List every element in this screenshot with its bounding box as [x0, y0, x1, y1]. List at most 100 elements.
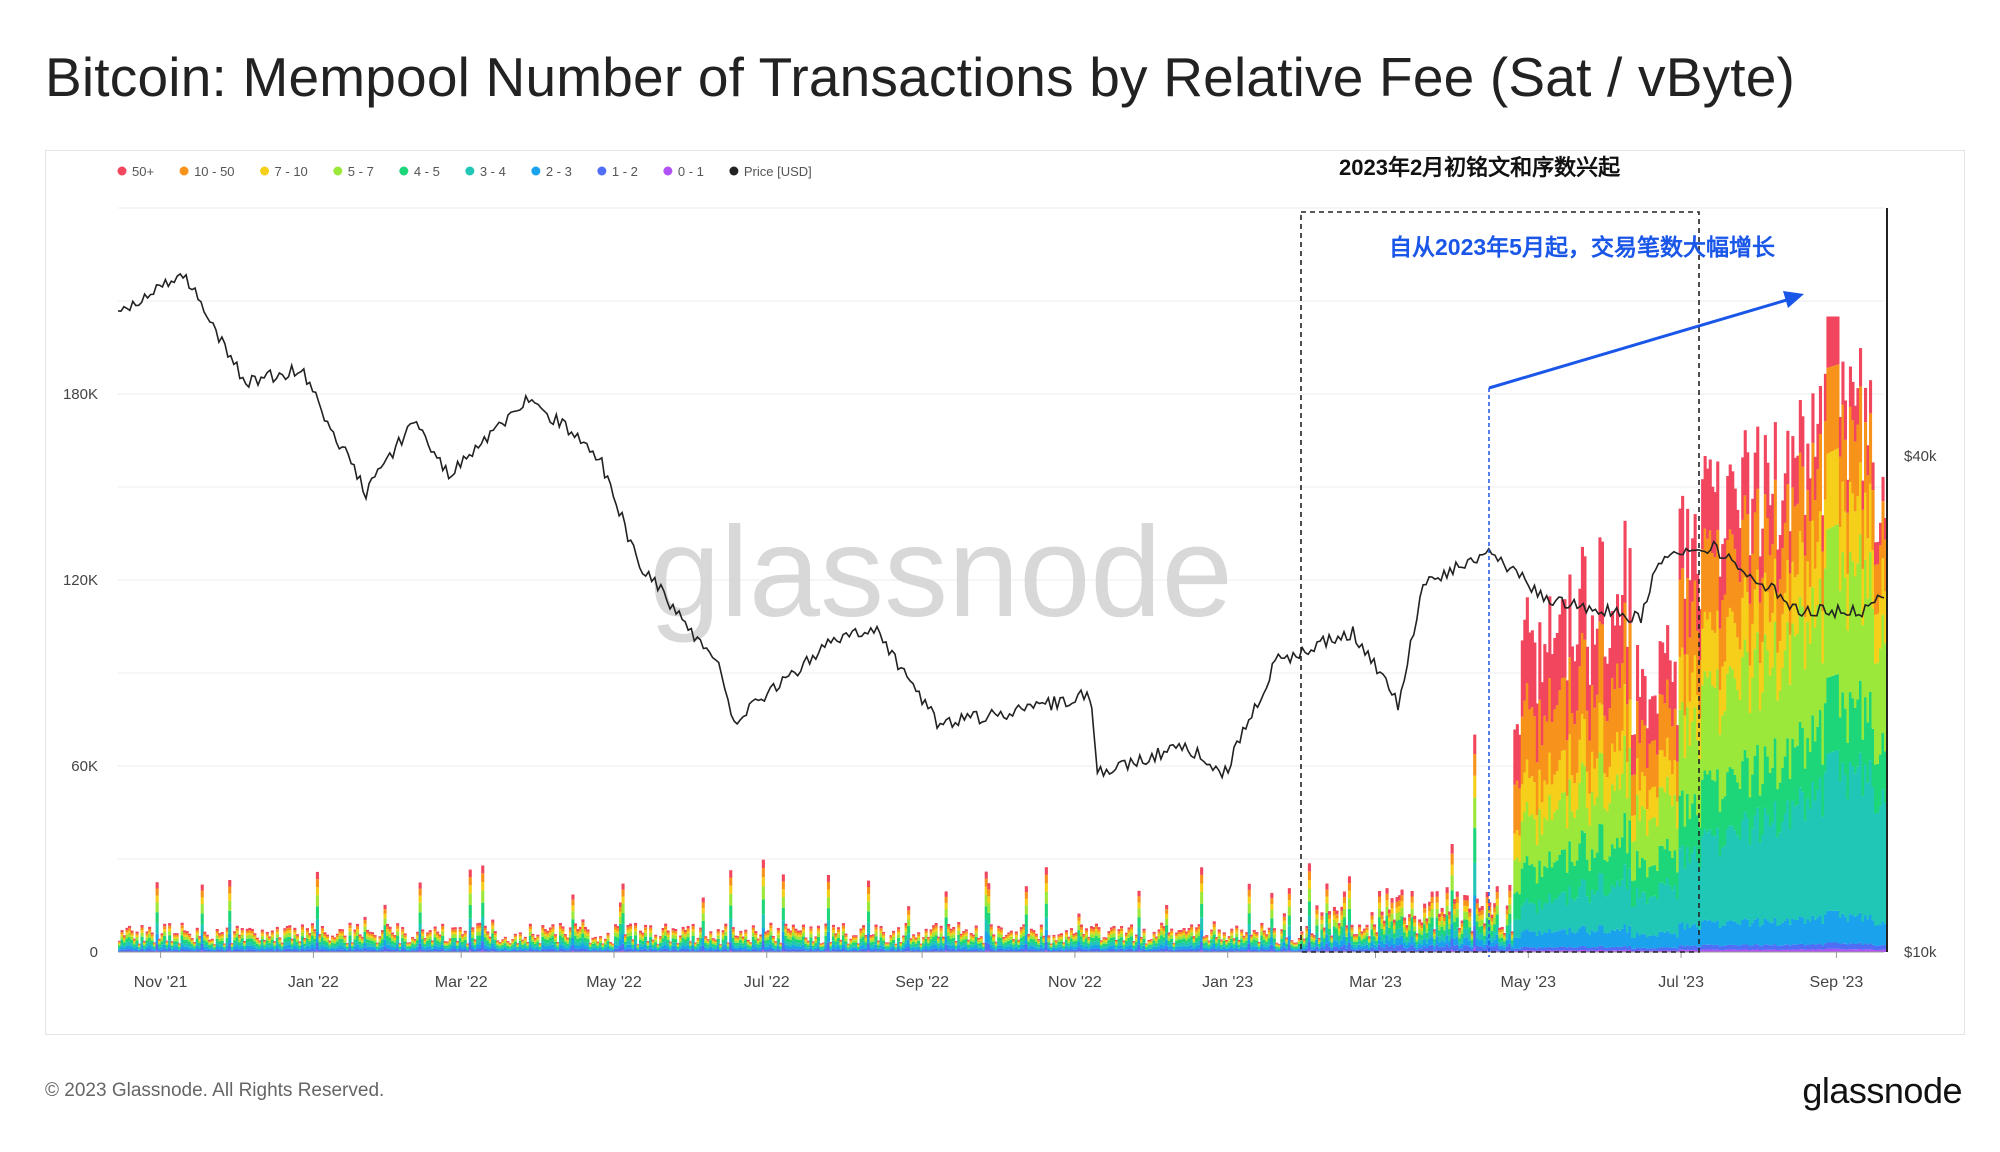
fee-band-bar — [1210, 946, 1214, 950]
fee-band-bar — [1245, 946, 1249, 950]
fee-band-bar — [1187, 949, 1191, 952]
fee-band-bar — [300, 929, 304, 933]
fee-band-bar — [1470, 946, 1474, 950]
fee-band-bar — [709, 943, 713, 947]
fee-band-bar — [1327, 911, 1331, 915]
fee-band-bar — [268, 948, 272, 951]
fee-band-bar — [253, 936, 257, 939]
fee-band-bar — [816, 933, 820, 937]
fee-band-bar — [1125, 947, 1129, 950]
fee-band-bar — [215, 942, 219, 947]
fee-band-bar — [310, 948, 314, 952]
fee-band-bar — [659, 947, 663, 951]
fee-band-bar — [599, 945, 603, 948]
fee-band-bar — [591, 948, 595, 951]
fee-band-bar — [1177, 943, 1181, 947]
fee-band-bar — [912, 937, 916, 940]
fee-band-bar — [1067, 950, 1071, 952]
fee-band-bar — [198, 936, 202, 938]
fee-band-bar — [208, 945, 212, 947]
fee-band-bar — [1067, 936, 1071, 939]
fee-band-bar — [1463, 905, 1467, 912]
fee-band-bar — [929, 929, 933, 932]
fee-band-bar — [363, 932, 367, 938]
fee-band-bar — [538, 945, 542, 946]
fee-band-bar — [614, 929, 618, 933]
fee-band-bar — [220, 932, 224, 934]
fee-band-bar — [1307, 928, 1311, 942]
fee-band-bar — [716, 949, 720, 952]
chart-frame: glassnode 0 60K 120K 180K $10k $40k Nov '21 Jan… — [45, 150, 1965, 1035]
fee-band-bar — [1054, 940, 1058, 942]
fee-band-bar — [736, 945, 740, 948]
fee-band-bar — [1443, 947, 1447, 952]
fee-band-bar — [310, 940, 314, 945]
fee-band-bar — [1072, 938, 1076, 942]
fee-band-bar — [1057, 949, 1061, 952]
fee-band-bar — [1458, 932, 1462, 935]
fee-band-bar — [639, 934, 643, 937]
fee-band-bar — [696, 937, 700, 940]
fee-band-bar — [924, 928, 928, 931]
fee-band-bar — [1084, 932, 1088, 936]
fee-band-bar — [323, 946, 327, 950]
fee-band-bar — [130, 934, 134, 937]
fee-band-bar — [558, 948, 562, 952]
fee-band-bar — [351, 950, 355, 952]
fee-band-bar — [816, 937, 820, 942]
fee-band-bar — [1473, 754, 1477, 776]
fee-band-bar — [919, 944, 923, 946]
fee-band-bar — [1290, 941, 1294, 943]
fee-band-bar — [1017, 945, 1021, 947]
fee-band-bar — [546, 934, 550, 937]
fee-band-bar — [130, 939, 134, 944]
fee-band-bar — [1027, 947, 1031, 950]
fee-band-bar — [298, 943, 302, 945]
fee-band-bar — [806, 950, 810, 952]
fee-band-bar — [568, 934, 572, 938]
fee-band-bar — [1092, 931, 1096, 935]
fee-band-bar — [1220, 946, 1224, 949]
fee-band-bar — [200, 924, 204, 935]
fee-band-bar — [363, 927, 367, 932]
fee-band-bar — [984, 906, 988, 920]
fee-band-bar — [268, 950, 272, 952]
fee-band-bar — [1485, 950, 1489, 952]
fee-band-bar — [1262, 949, 1266, 952]
fee-band-bar — [1047, 950, 1051, 952]
fee-band-bar — [528, 935, 532, 941]
fee-band-bar — [315, 931, 319, 943]
fee-band-bar — [330, 938, 334, 941]
fee-band-bar — [1368, 940, 1372, 943]
fee-band-bar — [771, 937, 775, 939]
fee-band-bar — [436, 931, 440, 934]
fee-band-bar — [972, 934, 976, 937]
fee-band-bar — [1463, 911, 1467, 920]
fee-band-bar — [1363, 935, 1367, 939]
fee-band-bar — [942, 936, 946, 938]
fee-band-bar — [624, 944, 628, 948]
fee-band-bar — [857, 944, 861, 945]
fee-band-bar — [1185, 933, 1189, 936]
fee-band-bar — [801, 948, 805, 952]
fee-band-bar — [616, 941, 620, 946]
fee-band-bar — [1145, 947, 1149, 949]
fee-band-bar — [1483, 925, 1487, 929]
fee-band-bar — [1012, 950, 1016, 952]
fee-band-bar — [1423, 903, 1427, 908]
fee-band-bar — [290, 944, 294, 947]
fee-band-bar — [333, 937, 337, 939]
fee-band-bar — [1115, 942, 1119, 944]
fee-band-bar — [721, 943, 725, 947]
fee-band-bar — [611, 945, 615, 946]
fee-band-bar — [801, 929, 805, 933]
fee-band-bar — [1047, 942, 1051, 946]
fee-band-bar — [621, 896, 625, 904]
fee-band-bar — [305, 928, 309, 931]
fee-band-bar — [436, 940, 440, 944]
fee-band-bar — [351, 943, 355, 945]
fee-band-bar — [200, 934, 204, 944]
fee-band-bar — [654, 938, 658, 940]
fee-band-bar — [1285, 948, 1289, 951]
fee-band-bar — [624, 949, 628, 952]
